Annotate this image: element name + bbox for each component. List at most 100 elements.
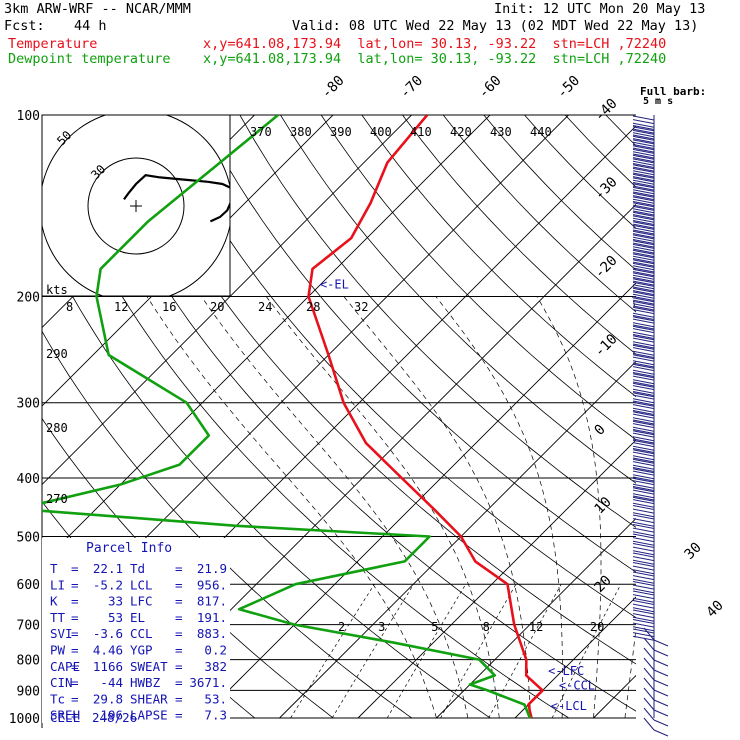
wind-barb — [632, 369, 655, 375]
wind-barb — [632, 293, 655, 299]
wind-barb — [632, 512, 655, 518]
parcel-eq: = — [175, 610, 183, 625]
parcel-key: SHEAR — [130, 691, 168, 706]
pressure-label-400: 400 — [17, 472, 40, 487]
wind-barb — [632, 480, 655, 486]
parcel-value: 191. — [197, 610, 227, 625]
parcel-key: CAPE — [50, 659, 80, 674]
wind-barb — [632, 299, 655, 305]
wind-barb — [643, 687, 655, 701]
parcel-eq: = — [175, 675, 183, 690]
isotherm-line — [42, 115, 334, 407]
wind-barb — [632, 268, 655, 274]
hodograph-ring — [87, 157, 185, 255]
dry-adiabat-line — [647, 115, 740, 718]
theta-label-380: 380 — [290, 125, 312, 139]
wind-barb — [632, 527, 655, 533]
wind-barb — [632, 448, 655, 453]
dewpoint-location: x,y=641.08,173.94 lat,lon= 30.13, -93.22… — [203, 51, 667, 67]
wind-barb — [632, 324, 655, 330]
dry-adiabat-label-270: 270 — [46, 492, 68, 506]
wind-barb — [632, 243, 655, 249]
wind-barb — [632, 303, 655, 309]
wind-barb — [632, 119, 655, 125]
theta-label-400: 400 — [370, 125, 392, 139]
wind-barb — [632, 607, 655, 613]
wind-barb — [632, 546, 655, 552]
wind-barb — [632, 183, 655, 189]
level-label: <-CCL — [559, 678, 595, 692]
hodograph-unit-label: kts — [46, 283, 68, 297]
wind-barb — [632, 253, 655, 259]
dry-adiabat-label-280: 280 — [46, 421, 68, 435]
theta-label-410: 410 — [410, 125, 432, 139]
speed-tick-8: 8 — [66, 300, 73, 314]
parcel-eq: = — [71, 675, 79, 690]
wind-barb — [632, 609, 655, 615]
wind-barb — [632, 196, 655, 202]
isotherm-label--50: -50 — [554, 73, 583, 102]
speed-tick-32: 32 — [354, 300, 368, 314]
mixing-ratio-label-20: 20 — [590, 620, 604, 634]
wind-barb — [632, 470, 655, 476]
mixing-ratio-label-2: 2 — [338, 620, 345, 634]
theta-label-420: 420 — [450, 125, 472, 139]
init-time: Init: 12 UTC Mon 20 May 13 — [494, 1, 706, 17]
isotherm-line — [357, 439, 636, 719]
wind-barb — [632, 126, 655, 132]
wind-barb — [632, 559, 655, 565]
wind-barb — [632, 363, 655, 369]
wind-barb — [632, 217, 655, 223]
wind-barb — [632, 139, 655, 145]
dry-adiabat-line — [198, 115, 636, 573]
parcel-value: 3671. — [189, 675, 227, 690]
pressure-label-600: 600 — [17, 578, 40, 593]
wind-barb — [632, 144, 655, 149]
wind-barb — [632, 477, 655, 483]
wind-barb — [653, 689, 669, 697]
parcel-value: 1166 — [93, 659, 123, 674]
dry-adiabat-line — [76, 115, 636, 712]
parcel-value: 4.46 — [93, 643, 123, 658]
wind-barb — [632, 407, 655, 413]
wind-barb — [653, 679, 669, 687]
mixing-ratio-label-3: 3 — [378, 620, 385, 634]
wind-barb — [632, 505, 655, 510]
hodograph-origin — [130, 200, 142, 212]
sounding-traces — [42, 115, 544, 719]
wind-barb — [632, 240, 655, 246]
wind-barb — [632, 284, 655, 290]
wind-barb — [632, 521, 655, 527]
wind-barb — [632, 344, 655, 350]
moist-adiabat-line — [146, 296, 437, 719]
dry-adiabat-line — [320, 115, 636, 441]
wind-barb — [632, 125, 655, 130]
wind-barb — [632, 210, 655, 216]
wind-barb — [632, 533, 655, 539]
dry-adiabat-line — [42, 129, 570, 719]
isotherm-label--30: -30 — [592, 174, 621, 203]
wind-barb — [632, 215, 655, 221]
parcel-key: K — [50, 594, 58, 609]
wind-barb — [632, 233, 655, 239]
wind-barb — [632, 300, 655, 306]
parcel-eq: = — [175, 643, 183, 658]
wind-barb — [643, 697, 655, 711]
isotherm-line — [279, 360, 636, 719]
wind-barb — [632, 411, 655, 417]
parcel-eq: = — [175, 577, 183, 592]
parcel-key: LAPSE — [130, 708, 168, 723]
wind-barb — [632, 487, 655, 493]
wind-barb — [632, 362, 655, 368]
parcel-value: -44 — [100, 675, 123, 690]
isotherm-line — [436, 517, 636, 719]
wind-barb — [632, 417, 655, 423]
wind-barb — [632, 382, 655, 388]
parcel-eq: = — [175, 659, 183, 674]
wind-barb — [632, 451, 655, 457]
wind-barb — [632, 468, 655, 474]
wind-barb — [632, 400, 655, 406]
wind-barb — [632, 550, 655, 556]
parcel-eq: = — [71, 659, 79, 674]
